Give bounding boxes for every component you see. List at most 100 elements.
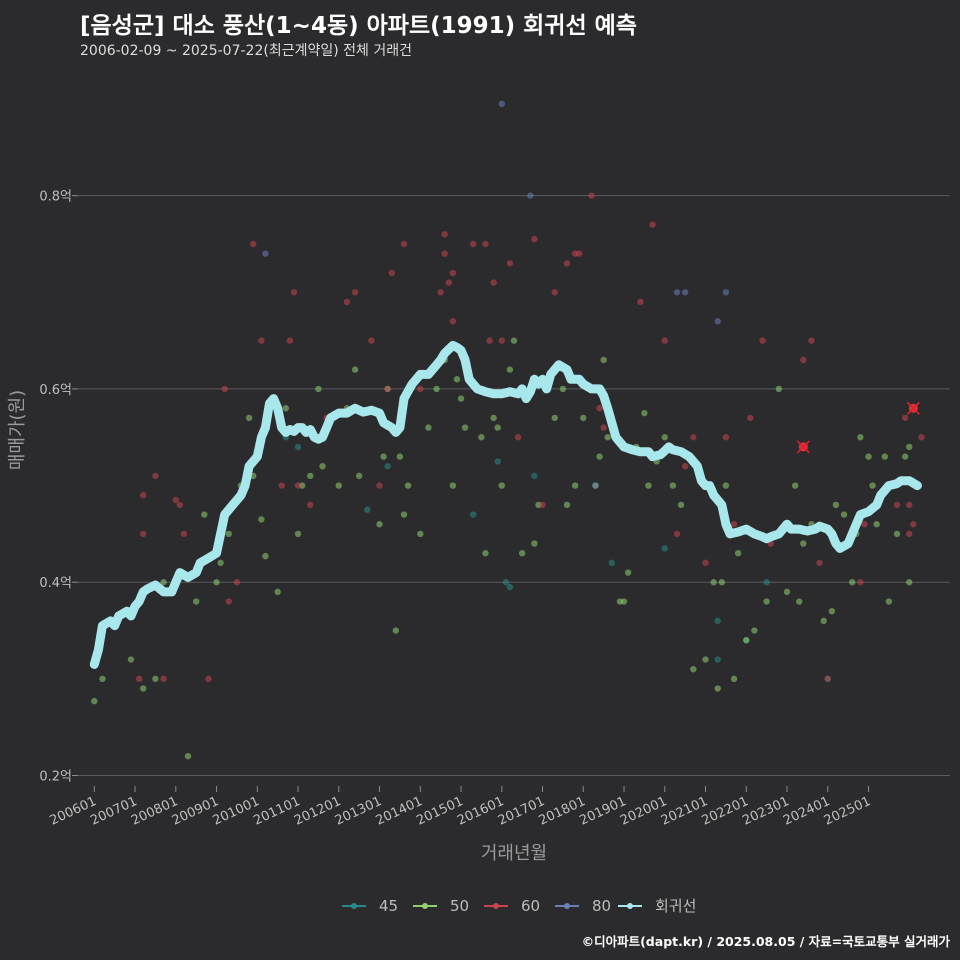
data-point-60: [824, 675, 831, 683]
data-point-50: [449, 482, 457, 489]
data-point-80: [592, 482, 599, 489]
data-point-60: [637, 298, 644, 306]
data-point-60: [172, 496, 179, 504]
chart-subtitle: 2006-02-09 ~ 2025-07-22(최근계약일) 전체 거래건: [80, 43, 412, 59]
data-point-60: [861, 521, 868, 528]
data-point-60: [417, 385, 424, 393]
data-point-60: [910, 521, 917, 528]
data-point-50: [201, 511, 208, 518]
data-point-80: [722, 289, 730, 296]
data-point-50: [376, 521, 383, 528]
data-point-60: [747, 414, 754, 422]
data-point-60: [139, 530, 147, 538]
data-point-60: [482, 240, 489, 248]
data-point-60: [673, 530, 681, 538]
data-point-50: [335, 482, 342, 489]
highlight-cross: [796, 440, 810, 454]
data-point-60: [800, 356, 807, 364]
data-point-50: [453, 376, 461, 383]
data-point-50: [893, 530, 901, 538]
data-point-50: [91, 697, 98, 705]
data-point-50: [127, 656, 135, 663]
data-point-50: [400, 511, 408, 518]
legend-item-45: 45: [342, 897, 398, 915]
data-point-50: [490, 414, 497, 422]
data-point-50: [641, 409, 648, 417]
data-point-60: [808, 337, 815, 344]
data-point-50: [840, 511, 848, 518]
data-point-45: [714, 617, 721, 625]
data-point-60: [575, 250, 583, 257]
data-point-50: [396, 453, 404, 460]
regression-line: [89, 340, 922, 669]
data-point-60: [857, 579, 864, 586]
legend: 45 50 60 80 회귀선: [342, 897, 696, 915]
data-point-60: [307, 501, 314, 509]
data-point-50: [315, 385, 322, 393]
data-point-60: [498, 337, 505, 344]
data-point-60: [205, 675, 212, 683]
data-point-60: [588, 192, 595, 199]
data-point-60: [470, 240, 477, 248]
data-point-80: [681, 289, 689, 296]
data-point-50: [518, 550, 526, 557]
data-point-50: [751, 627, 758, 634]
data-point-50: [620, 598, 628, 605]
data-point-45: [506, 583, 514, 591]
data-point-60: [490, 279, 497, 286]
data-point-50: [262, 552, 269, 560]
data-point-80: [262, 250, 269, 257]
data-point-50: [461, 424, 469, 431]
data-point-50: [906, 579, 913, 586]
data-point-60: [661, 337, 668, 344]
data-point-60: [233, 579, 241, 586]
data-point-60: [486, 337, 493, 344]
data-point-50: [319, 463, 326, 470]
data-point-50: [832, 501, 840, 509]
data-point-50: [351, 366, 359, 373]
data-point-50: [901, 453, 909, 460]
data-point-50: [849, 579, 856, 586]
data-point-50: [885, 598, 893, 605]
data-point-50: [571, 482, 579, 489]
data-point-60: [563, 260, 571, 267]
data-point-50: [796, 598, 803, 605]
data-point-50: [563, 501, 571, 509]
data-point-45: [531, 472, 538, 480]
data-point-60: [514, 434, 522, 441]
legend-swatch-dot: [422, 903, 428, 909]
legend-item-80: 80: [555, 897, 611, 915]
data-point-45: [763, 579, 770, 586]
data-point-80: [498, 100, 505, 108]
data-point-50: [710, 579, 717, 586]
gridlines: [78, 195, 950, 777]
data-point-60: [506, 260, 514, 267]
legend-label: 50: [450, 897, 469, 915]
data-point-45: [714, 656, 721, 663]
regression-line-group: [89, 340, 922, 669]
legend-label: 60: [521, 897, 540, 915]
data-point-60: [722, 434, 730, 441]
data-point-50: [433, 385, 440, 393]
data-point-50: [274, 588, 281, 596]
data-point-50: [743, 637, 750, 644]
data-point-60: [690, 434, 697, 441]
data-point-50: [213, 579, 220, 586]
data-point-50: [624, 569, 632, 576]
data-point-60: [437, 289, 444, 296]
legend-swatch-dot: [493, 903, 499, 909]
data-point-50: [494, 424, 501, 431]
highlighted-points: [796, 401, 920, 454]
data-point-50: [258, 516, 265, 523]
data-point-50: [869, 482, 876, 489]
data-point-60: [176, 501, 184, 509]
data-point-60: [918, 434, 925, 441]
highlight-cross: [906, 401, 920, 415]
data-point-60: [449, 269, 457, 277]
data-point-50: [604, 434, 611, 441]
data-point-60: [445, 279, 453, 286]
data-point-60: [152, 472, 159, 480]
data-point-50: [783, 588, 791, 596]
data-point-50: [99, 675, 106, 683]
